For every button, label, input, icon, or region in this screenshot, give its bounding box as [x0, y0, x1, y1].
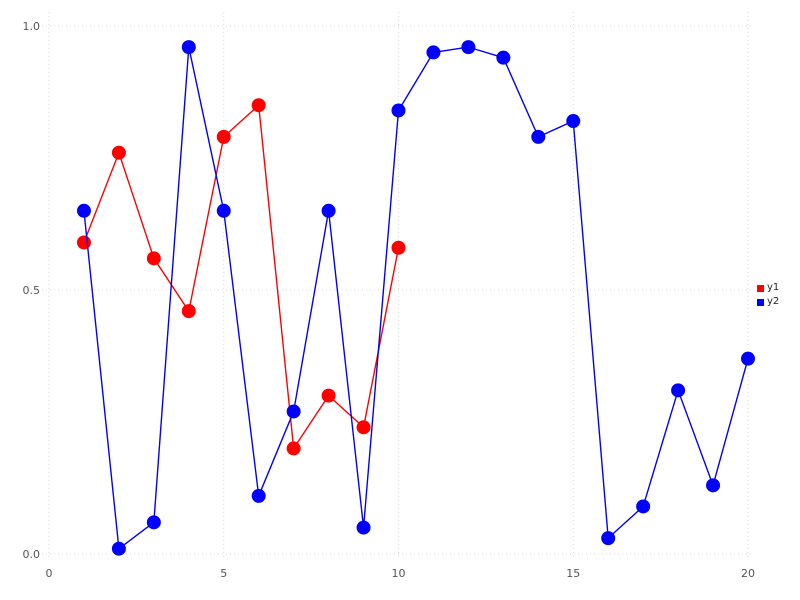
data-point-y2-x14 — [531, 129, 546, 144]
data-point-y2-x6 — [251, 488, 266, 503]
x-tick-label-2: 10 — [392, 567, 406, 580]
data-point-y2-x4 — [181, 40, 196, 55]
x-tick-label-0: 0 — [46, 567, 53, 580]
x-tick-label-3: 15 — [566, 567, 580, 580]
x-tick-label-4: 20 — [741, 567, 755, 580]
legend-label-y2: y2 — [767, 296, 780, 307]
data-point-y2-x15 — [566, 114, 581, 129]
data-point-y2-x20 — [741, 351, 755, 366]
data-point-y1-x2 — [111, 145, 126, 160]
y-tick-label-1: 0.5 — [23, 284, 41, 297]
data-point-y2-x16 — [601, 531, 616, 546]
data-point-y1-x5 — [216, 129, 231, 144]
data-point-y2-x13 — [496, 50, 511, 65]
data-point-y2-x3 — [146, 515, 161, 530]
data-point-y1-x6 — [251, 98, 266, 113]
legend-swatch-y1 — [757, 284, 764, 292]
y-tick-label-0: 0.0 — [23, 548, 41, 561]
data-point-y2-x18 — [671, 383, 686, 398]
data-point-y1-x3 — [146, 251, 161, 266]
data-point-y2-x7 — [286, 404, 301, 419]
chart-legend: y1 y2 — [757, 282, 779, 308]
data-point-y2-x8 — [321, 203, 336, 218]
series-line-y2 — [83, 46, 749, 550]
y-tick-label-2: 1.0 — [23, 20, 41, 33]
data-point-y1-x1 — [76, 235, 91, 250]
series-line-y1 — [83, 104, 400, 450]
data-point-y2-x10 — [391, 103, 406, 118]
data-point-y2-x19 — [706, 478, 721, 493]
data-point-y1-x8 — [321, 388, 336, 403]
data-point-y2-x9 — [356, 520, 371, 535]
data-point-y2-x5 — [216, 203, 231, 218]
legend-label-y1: y1 — [767, 282, 780, 293]
data-point-y2-x11 — [426, 45, 441, 60]
data-point-y1-x10 — [391, 240, 406, 255]
legend-item-y2: y2 — [757, 296, 779, 308]
data-point-y1-x9 — [356, 420, 371, 435]
data-point-y1-x4 — [181, 304, 196, 319]
data-point-y2-x1 — [76, 203, 91, 218]
data-point-y2-x12 — [461, 40, 476, 55]
legend-swatch-y2 — [757, 298, 764, 306]
data-point-y2-x2 — [111, 541, 126, 556]
data-point-y2-x17 — [636, 499, 651, 514]
data-point-y1-x7 — [286, 441, 301, 456]
legend-item-y1: y1 — [757, 282, 779, 294]
x-tick-label-1: 5 — [220, 567, 227, 580]
